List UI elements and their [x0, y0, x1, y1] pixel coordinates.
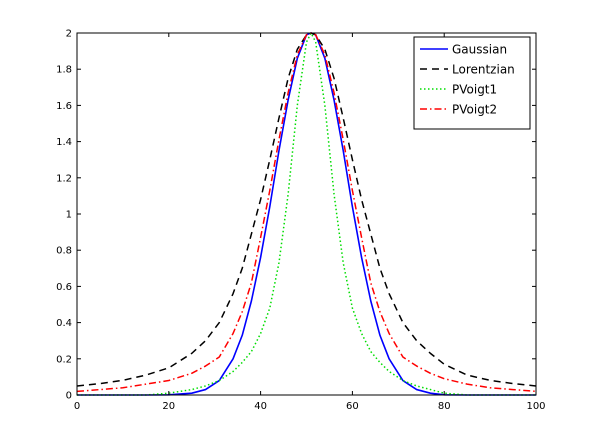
- legend-label-gaussian: Gaussian: [452, 43, 507, 57]
- x-tick-label: 40: [254, 401, 267, 412]
- legend-label-pvoigt2: PVoigt2: [452, 103, 497, 117]
- y-tick-label: 0: [66, 391, 72, 402]
- legend-label-pvoigt1: PVoigt1: [452, 83, 497, 97]
- x-tick-label: 100: [526, 401, 545, 412]
- legend-box: [413, 36, 531, 130]
- x-tick-labels: 0 20 40 60 80 100: [74, 401, 546, 412]
- x-tick-label: 60: [346, 401, 359, 412]
- y-tick-label: 0.2: [56, 354, 72, 365]
- y-tick-label: 0.4: [56, 318, 72, 329]
- y-tick-label: 1.6: [56, 101, 72, 112]
- y-tick-label: 2: [66, 29, 72, 40]
- y-tick-label: 1: [66, 210, 72, 221]
- y-tick-label: 1.8: [56, 65, 72, 76]
- series-line-pvoigt1: [77, 32, 536, 396]
- y-tick-label: 1.2: [56, 173, 72, 184]
- x-tick-label: 20: [162, 401, 175, 412]
- legend-label-lorentzian: Lorentzian: [452, 63, 515, 77]
- y-tick-label: 1.4: [56, 137, 72, 148]
- axes-box: [76, 32, 537, 396]
- y-tick-label: 0.8: [56, 246, 72, 257]
- x-tick-label: 80: [438, 401, 451, 412]
- y-tick-label: 0.6: [56, 282, 72, 293]
- legend: Gaussian Lorentzian PVoigt1 PVoigt2: [413, 36, 531, 130]
- y-tick-labels: 0 0.2 0.4 0.6 0.8 1 1.2 1.4 1.6 1.8 2: [56, 29, 72, 402]
- x-tick-label: 0: [74, 401, 80, 412]
